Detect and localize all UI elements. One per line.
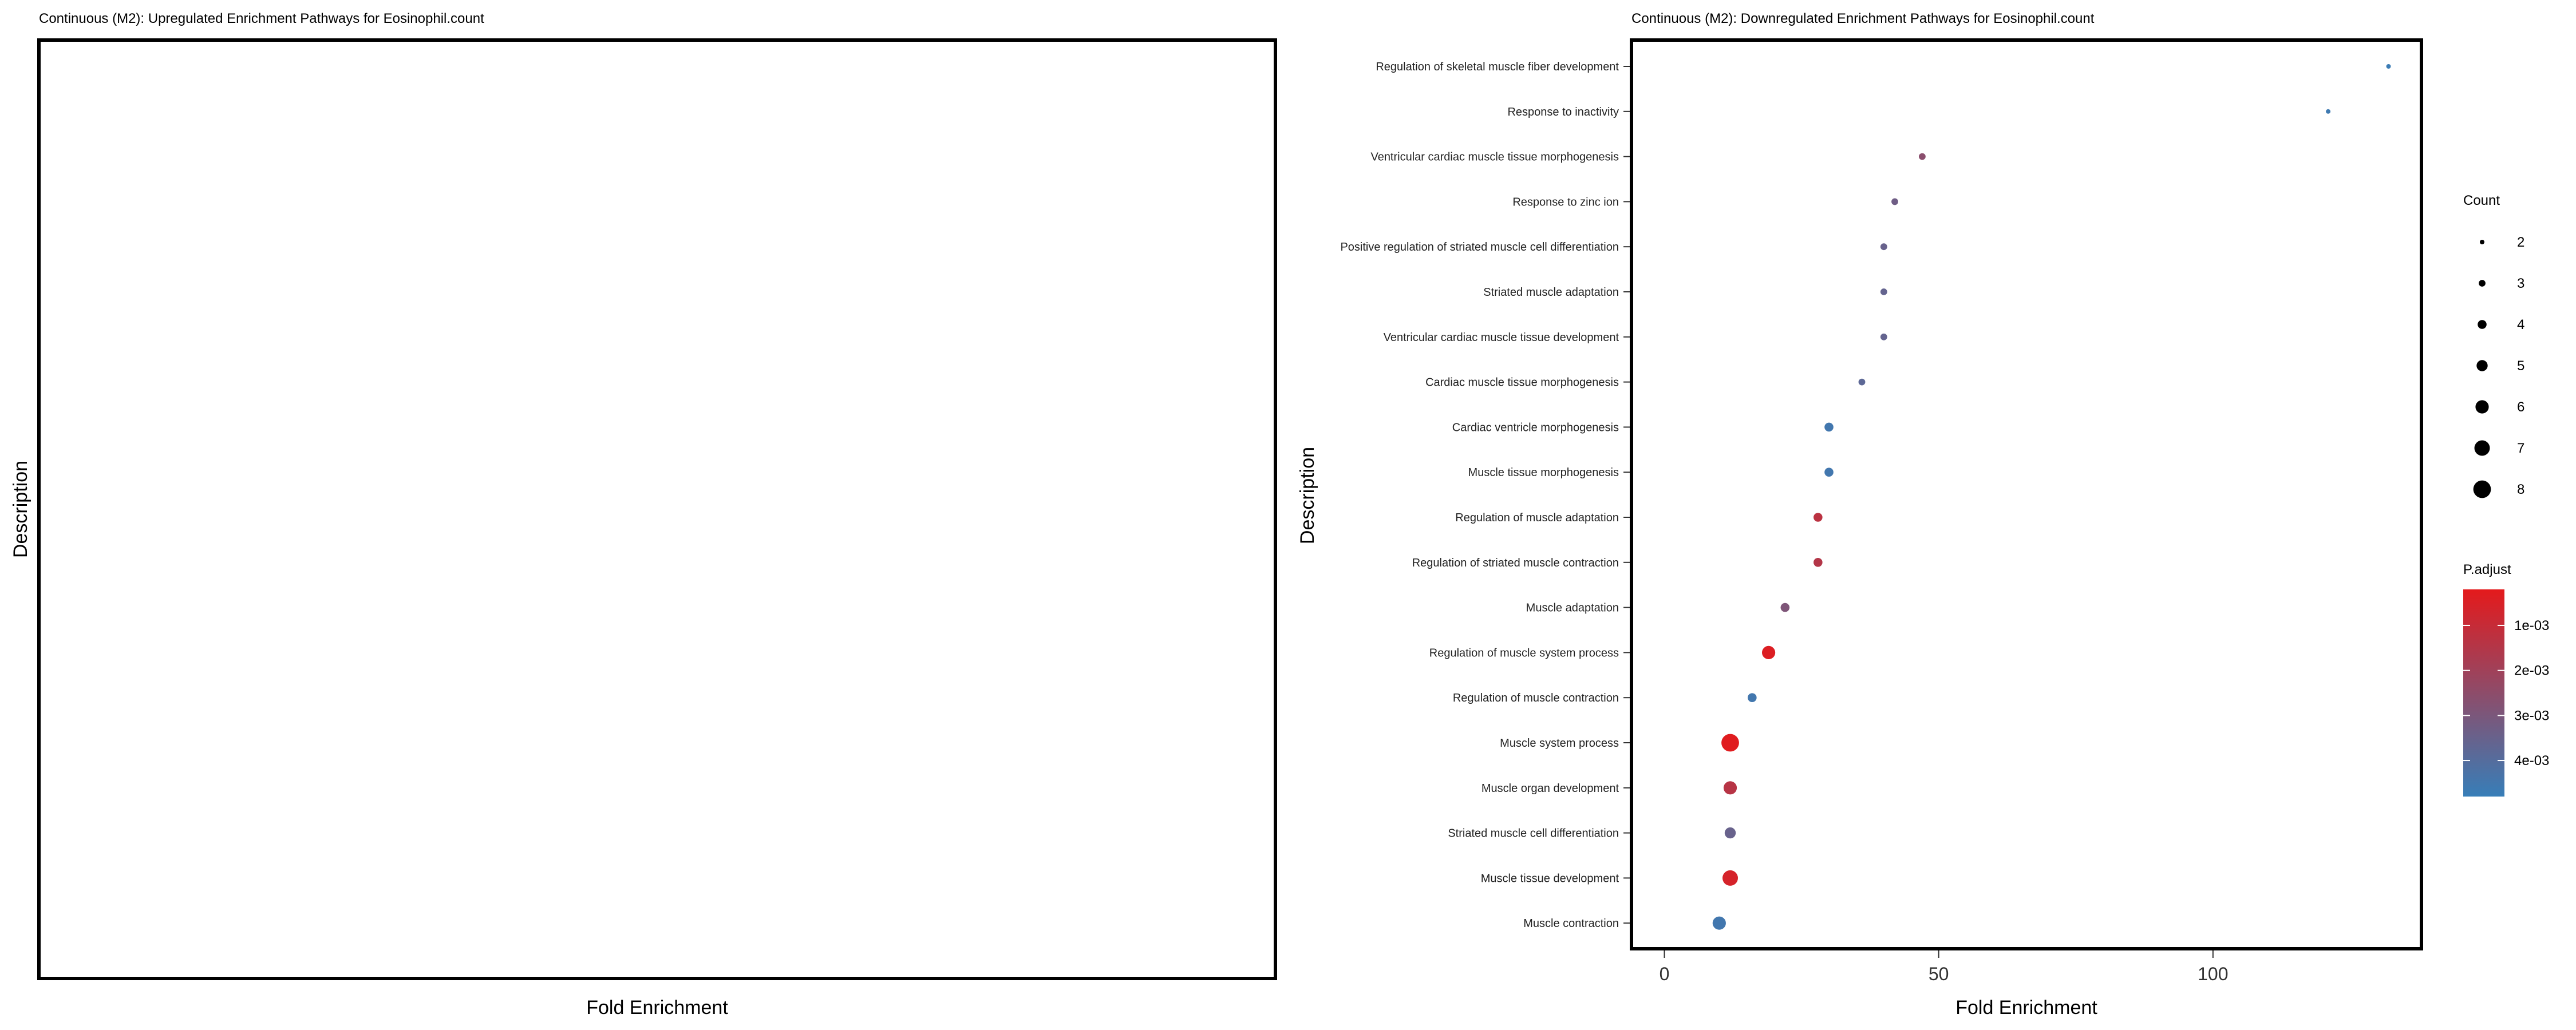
down-marks-layer (1712, 64, 2391, 930)
padj-legend-title: P.adjust (2463, 562, 2511, 577)
y-tick-label: Muscle adaptation (1526, 602, 1619, 615)
up-chart-title: Continuous (M2): Upregulated Enrichment … (39, 11, 484, 26)
x-tick-label: 100 (2198, 964, 2228, 984)
y-tick-label: Regulation of striated muscle contractio… (1412, 557, 1619, 569)
y-tick-label: Ventricular cardiac muscle tissue morpho… (1370, 151, 1619, 164)
y-tick-label: Regulation of muscle system process (1429, 647, 1619, 659)
data-point (1880, 243, 1887, 251)
data-point (1814, 558, 1823, 567)
y-tick-label: Regulation of muscle contraction (1453, 692, 1619, 704)
count-legend-title: Count (2463, 193, 2500, 208)
padj-colorbar (2463, 589, 2504, 797)
data-point (1814, 513, 1823, 522)
data-point (1723, 781, 1737, 795)
y-tick-label: Cardiac muscle tissue morphogenesis (1425, 377, 1619, 389)
data-point (1722, 870, 1738, 886)
data-point (1880, 288, 1887, 295)
down-panel: Continuous (M2): Downregulated Enrichmen… (1297, 11, 2423, 1019)
padj-legend-ticks: 1e-03 2e-03 3e-03 4e-03 (2463, 618, 2549, 768)
count-legend-label: 7 (2517, 441, 2524, 456)
count-legend-label: 6 (2517, 399, 2524, 415)
legend: Count 2 3 4 5 6 7 8 P.adjust 1e-03 2e-03 3e-03 4e… (2463, 193, 2549, 797)
down-x-axis-title: Fold Enrichment (1955, 997, 2097, 1019)
count-legend-key (2473, 480, 2491, 498)
data-point (1780, 603, 1790, 612)
count-legend-key (2478, 320, 2487, 329)
data-point (1721, 734, 1739, 752)
y-tick-label: Striated muscle adaptation (1483, 286, 1619, 299)
padj-tick-label: 3e-03 (2514, 708, 2549, 723)
y-tick-label: Regulation of skeletal muscle fiber deve… (1376, 61, 1619, 73)
y-tick-label: Muscle organ development (1481, 782, 1619, 795)
data-point (1858, 378, 1866, 386)
y-tick-label: Striated muscle cell differentiation (1448, 827, 1619, 840)
up-plot-frame (37, 38, 1277, 980)
y-tick-label: Response to inactivity (1507, 106, 1619, 118)
count-legend-key (2480, 240, 2484, 244)
padj-tick-label: 4e-03 (2514, 753, 2549, 768)
data-point (1712, 916, 1726, 930)
data-point (1761, 645, 1776, 659)
data-point (1824, 468, 1834, 477)
y-tick-label: Cardiac ventricle morphogenesis (1452, 421, 1619, 434)
data-point (1824, 422, 1834, 432)
count-legend-key (2479, 280, 2486, 287)
data-point (1880, 333, 1887, 340)
up-x-axis-title: Fold Enrichment (586, 997, 728, 1019)
up-y-axis-title: Description (10, 461, 31, 558)
down-chart-title: Continuous (M2): Downregulated Enrichmen… (1631, 11, 2095, 26)
data-point (2386, 64, 2391, 69)
y-tick-label: Muscle tissue morphogenesis (1468, 466, 1619, 479)
y-tick-label: Muscle system process (1500, 737, 1619, 750)
y-tick-label: Positive regulation of striated muscle c… (1340, 241, 1619, 253)
count-legend-label: 2 (2517, 235, 2524, 250)
up-panel: Continuous (M2): Upregulated Enrichment … (10, 11, 1277, 1019)
data-point (1891, 198, 1898, 205)
count-legend-key (2474, 440, 2490, 456)
data-point (1724, 827, 1736, 839)
count-legend-key (2476, 360, 2488, 371)
y-tick-label: Response to zinc ion (1512, 196, 1619, 208)
count-legend-label: 3 (2517, 276, 2524, 291)
padj-tick-label: 2e-03 (2514, 663, 2549, 679)
down-axes-layer: Regulation of skeletal muscle fiber deve… (1340, 61, 2228, 984)
x-tick-label: 0 (1660, 964, 1670, 984)
data-point (1919, 153, 1926, 160)
down-plot-frame (1630, 38, 2423, 950)
count-legend-label: 5 (2517, 358, 2524, 374)
padj-tick-label: 1e-03 (2514, 618, 2549, 633)
y-tick-label: Muscle tissue development (1481, 872, 1619, 885)
data-point (1748, 693, 1757, 702)
count-legend-key (2475, 400, 2489, 414)
y-tick-label: Muscle contraction (1523, 917, 1619, 930)
data-point (2326, 109, 2331, 114)
count-legend-label: 4 (2517, 317, 2524, 332)
y-tick-label: Regulation of muscle adaptation (1455, 512, 1619, 524)
count-legend: 2 3 4 5 6 7 8 (2473, 235, 2524, 498)
count-legend-label: 8 (2517, 482, 2524, 497)
x-tick-label: 50 (1929, 964, 1949, 984)
y-tick-label: Ventricular cardiac muscle tissue develo… (1384, 331, 1619, 344)
down-y-axis-title: Description (1297, 447, 1318, 544)
